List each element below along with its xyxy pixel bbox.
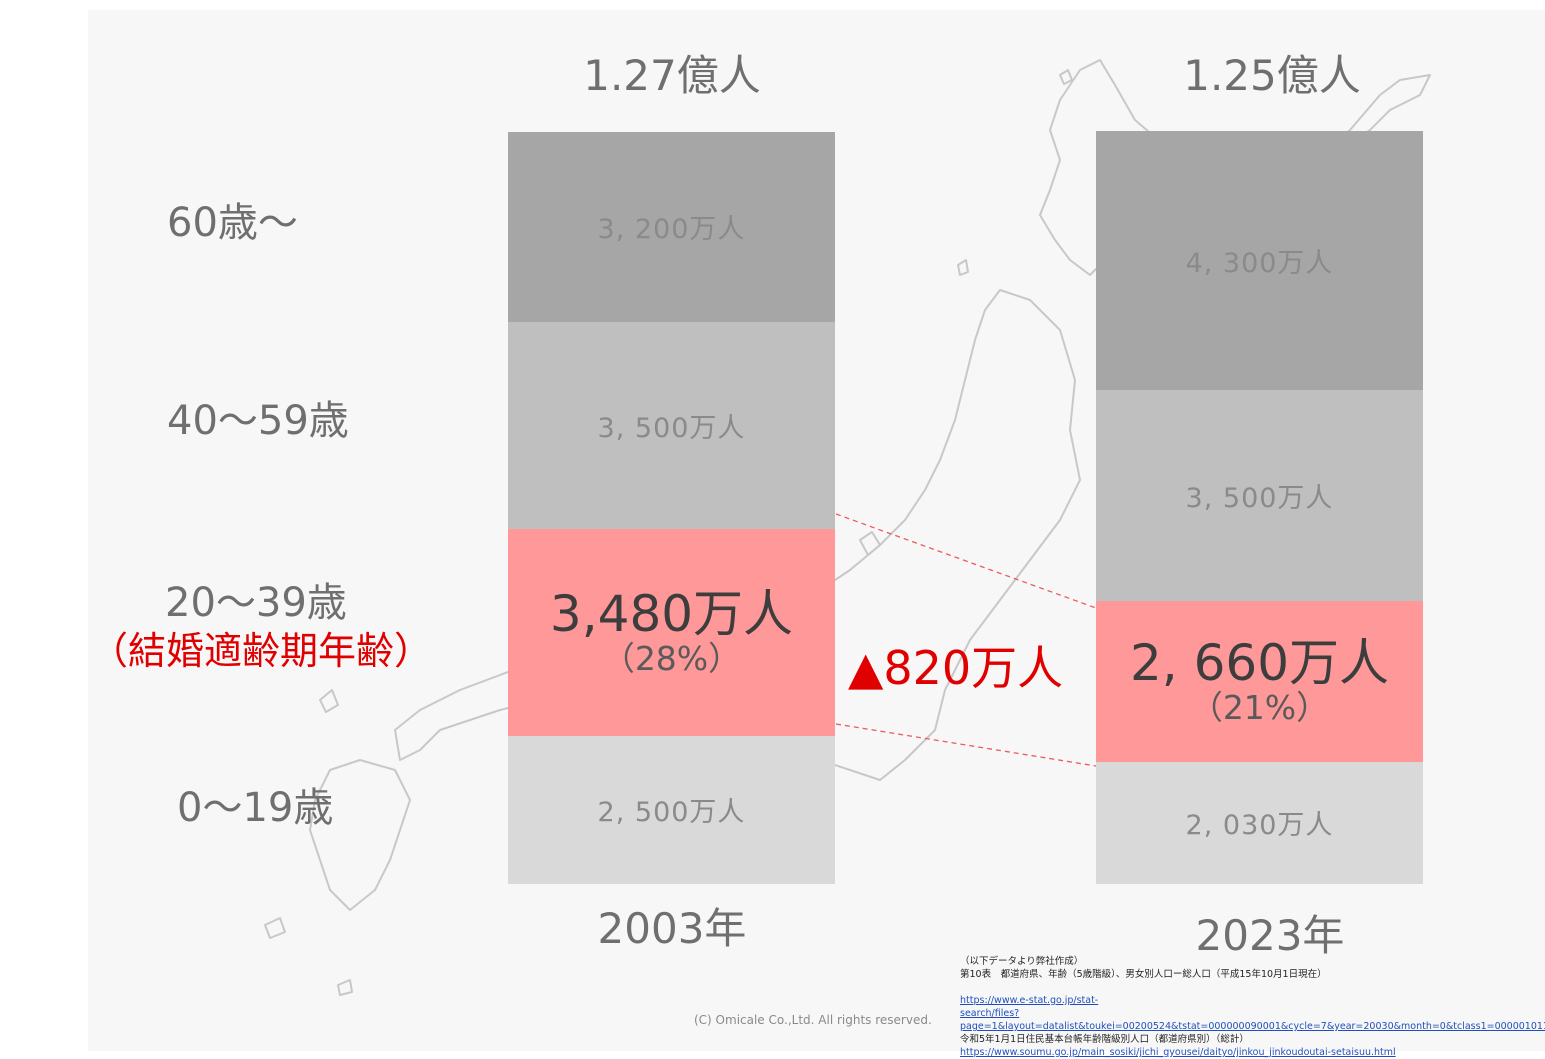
year-label-2023: 2023年 bbox=[1195, 911, 1345, 960]
bar-2023: 4, 300万人 3, 500万人 2, 660万人 （21%） 2, 030万… bbox=[1096, 131, 1423, 884]
bar-2023-segment-20-39: 2, 660万人 （21%） bbox=[1096, 601, 1423, 762]
year-label-2003: 2003年 bbox=[597, 904, 747, 953]
bar-2023-segment-60plus: 4, 300万人 bbox=[1096, 131, 1423, 391]
age-label-20: 20～39歳 bbox=[165, 580, 347, 626]
bar-2023-pct-20-39: （21%） bbox=[1189, 687, 1330, 727]
bar-2023-segment-40-59: 3, 500万人 bbox=[1096, 390, 1423, 602]
age-label-40: 40～59歳 bbox=[167, 398, 349, 444]
bar-2003-label-40-59: 3, 500万人 bbox=[597, 413, 746, 445]
bar-2023-label-0-19: 2, 030万人 bbox=[1185, 810, 1334, 842]
age-label-60: 60歳～ bbox=[167, 200, 298, 246]
bar-2023-segment-0-19: 2, 030万人 bbox=[1096, 761, 1423, 884]
bar-2003-label-20-39: 3,480万人 bbox=[549, 585, 794, 644]
bar-2003-segment-40-59: 3, 500万人 bbox=[508, 321, 835, 530]
total-2023: 1.25億人 bbox=[1183, 51, 1361, 100]
bar-2003-label-0-19: 2, 500万人 bbox=[597, 797, 746, 829]
bar-2003-label-60plus: 3, 200万人 bbox=[597, 214, 746, 246]
source-link-estat-1[interactable]: https://www.e-stat.go.jp/stat- bbox=[960, 995, 1099, 1006]
bar-2003-pct-20-39: （28%） bbox=[601, 638, 742, 678]
source-table-2023: 令和5年1月1日住民基本台帳年齢階級別人口（都道府県別）（総計） bbox=[960, 1034, 1249, 1045]
age-label-0: 0～19歳 bbox=[177, 785, 334, 831]
connector-bottom bbox=[835, 723, 1097, 767]
connector-top bbox=[835, 513, 1097, 609]
change-annotation: ▲820万人 bbox=[848, 641, 1064, 695]
sources-block: （以下データより弊社作成） 第10表 都道府県、年齢（5歳階級）、男女別人口ー総… bbox=[960, 955, 1545, 1059]
total-2003: 1.27億人 bbox=[583, 51, 761, 100]
bar-2003-segment-0-19: 2, 500万人 bbox=[508, 735, 835, 884]
age-label-20-note: （結婚適齢期年齢） bbox=[90, 629, 433, 673]
source-table-2003: 第10表 都道府県、年齢（5歳階級）、男女別人口ー総人口（平成15年10月1日現… bbox=[960, 969, 1327, 980]
bar-2003-segment-20-39: 3,480万人 （28%） bbox=[508, 529, 835, 736]
bar-2003-segment-60plus: 3, 200万人 bbox=[508, 132, 835, 322]
source-note: （以下データより弊社作成） bbox=[960, 956, 1084, 967]
copyright: (C) Omicale Co.,Ltd. All rights reserved… bbox=[694, 1013, 932, 1027]
bar-2023-label-60plus: 4, 300万人 bbox=[1185, 248, 1334, 280]
bar-2023-label-40-59: 3, 500万人 bbox=[1185, 483, 1334, 515]
source-link-estat-2[interactable]: search/files?page=1&layout=datalist&touk… bbox=[960, 1008, 1545, 1032]
bar-2003: 3, 200万人 3, 500万人 3,480万人 （28%） 2, 500万人 bbox=[508, 132, 835, 884]
source-link-soumu[interactable]: https://www.soumu.go.jp/main_sosiki/jich… bbox=[960, 1047, 1396, 1058]
bar-2023-label-20-39: 2, 660万人 bbox=[1129, 634, 1390, 693]
